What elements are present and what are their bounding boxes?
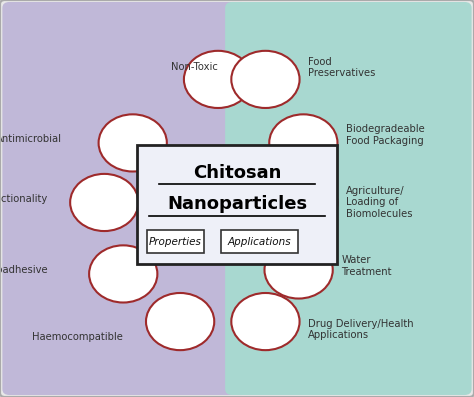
Text: Drug Delivery/Health
Applications: Drug Delivery/Health Applications [308,319,414,340]
Text: Food
Preservatives: Food Preservatives [308,57,375,78]
Text: Functionality: Functionality [0,193,47,204]
Text: Non-Toxic: Non-Toxic [171,62,218,73]
FancyBboxPatch shape [137,145,337,264]
Circle shape [269,114,337,172]
Text: Agriculture/
Loading of
Biomolecules: Agriculture/ Loading of Biomolecules [346,186,412,219]
FancyBboxPatch shape [225,2,472,395]
Circle shape [231,51,300,108]
Text: Mucoadhesive: Mucoadhesive [0,265,47,275]
Text: Applications: Applications [228,237,292,247]
Text: Haemocompatible: Haemocompatible [32,332,123,343]
Text: Properties: Properties [149,237,202,247]
Circle shape [99,114,167,172]
Text: Water
Treatment: Water Treatment [341,255,392,277]
FancyBboxPatch shape [2,2,249,395]
Text: Biodegradeable
Food Packaging: Biodegradeable Food Packaging [346,124,425,146]
FancyBboxPatch shape [147,230,204,253]
Text: Chitosan: Chitosan [193,164,281,182]
Text: Nanoparticles: Nanoparticles [167,195,307,214]
Circle shape [70,174,138,231]
Circle shape [231,293,300,350]
Circle shape [264,241,333,299]
Circle shape [184,51,252,108]
FancyBboxPatch shape [221,230,298,253]
Text: Antimicrobial: Antimicrobial [0,134,62,144]
Circle shape [146,293,214,350]
Circle shape [89,245,157,303]
Circle shape [269,174,337,231]
